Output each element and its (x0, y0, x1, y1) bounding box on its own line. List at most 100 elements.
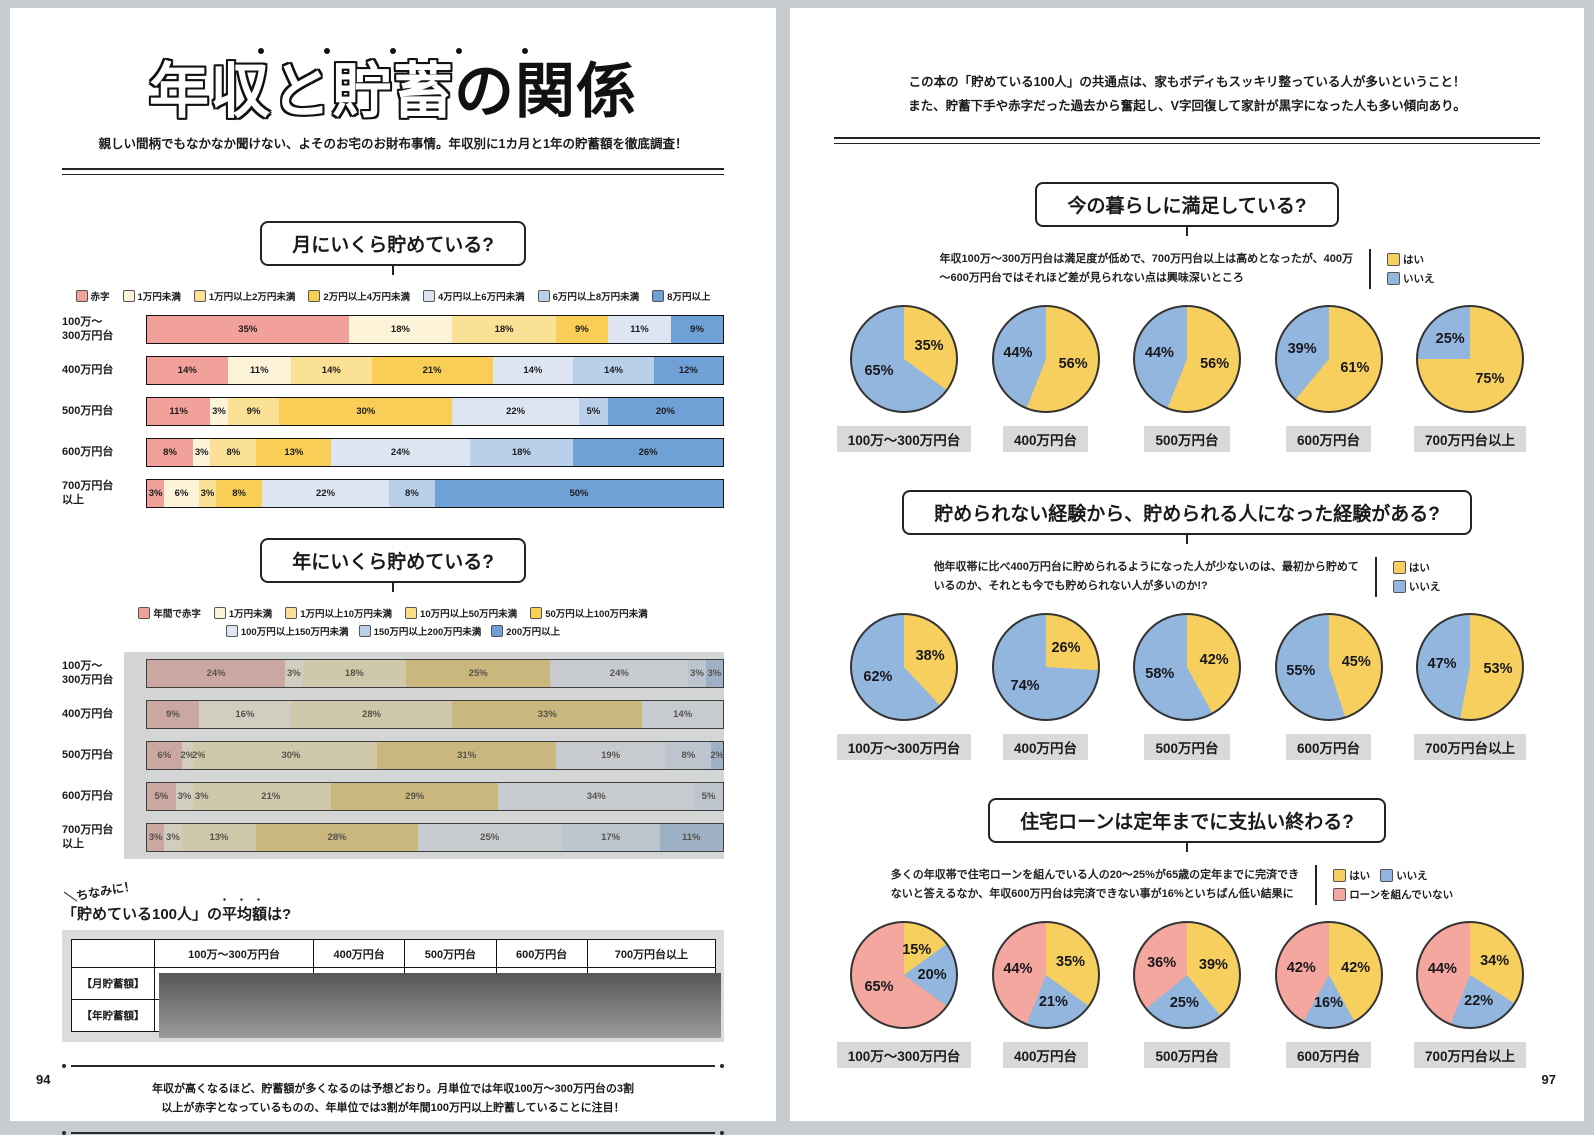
stacked-bar: 5% 3% 3% 21% 29% 34% 5% (146, 782, 724, 811)
bar-segment: 18% (452, 316, 556, 343)
bar-segment: 35% (147, 316, 349, 343)
bar-segment: 25% (406, 660, 551, 687)
pie-slice-value: 44% (1003, 345, 1033, 362)
bar-segment: 18% (469, 439, 574, 466)
pie-chart-unit: 39% 25% 36% 500万円台 (1117, 920, 1257, 1068)
pie-chart: 61% 39% (1274, 304, 1383, 413)
pie-slice-value: 55% (1286, 663, 1316, 680)
pie-category-label: 700万円台以上 (1413, 1041, 1527, 1068)
bar-row-label: 100万～ 300万円台 (62, 315, 114, 342)
bar-segment: 9% (555, 316, 608, 343)
pie-category-label: 100万～300万円台 (836, 1041, 972, 1068)
section-title: 今の暮らしに満足している? (1035, 181, 1339, 227)
legend-label: 200万円以上 (506, 627, 561, 638)
bar-row: 700万円台 以上 3% 6% 3% 8% 22% 8% 50% (62, 479, 724, 508)
bar-segment: 30% (279, 398, 453, 425)
bar-row-label: 400万円台 (62, 707, 114, 720)
legend-item: 1万円未満 (213, 606, 272, 620)
legend-swatch (1386, 271, 1400, 285)
pie-slice-value: 44% (1144, 345, 1174, 362)
legend-swatch (213, 607, 226, 619)
bar-segment: 34% (498, 783, 695, 810)
average-table-panel: 100万～300万円台 400万円台 500万円台 600万円台 700万円台以上 【月貯… (62, 930, 724, 1042)
section-header: 貯められない経験から、貯められる人になった経験がある? (834, 489, 1540, 544)
pie-chart-unit: 53% 47% 700万円台以上 (1400, 612, 1540, 760)
intro-text: この本の「貯めている100人」の共通点は、家もボディもスッキリ整っている人が多い… (908, 75, 1466, 114)
stacked-bar: 6% 2% 2% 30% 31% 19% 8% 2% (146, 741, 724, 770)
legend-item: 赤字 (75, 289, 110, 303)
bar-row: 500万円台 11% 3% 9% 30% 22% 5% 20% (62, 397, 724, 426)
pie-slice-value: 47% (1427, 656, 1457, 673)
pie-slice-value: 38% (915, 648, 945, 665)
legend-label: 100万円以上150万円未満 (240, 627, 349, 638)
bar-segment: 2% (180, 742, 194, 769)
pie-slice-value: 25% (1435, 330, 1465, 347)
legend-swatch (193, 290, 206, 302)
main-title-solid: の関係 (454, 58, 637, 125)
legend-item: 150万円以上200万円未満 (358, 624, 481, 638)
title-box-tail (1186, 226, 1188, 236)
divider-rule (834, 136, 1540, 144)
bar-segment: 2% (710, 742, 724, 769)
legend-label: 赤字 (90, 292, 110, 303)
legend-item: 100万円以上150万円未満 (225, 624, 349, 638)
pie-slice-value: 74% (1010, 677, 1040, 694)
legend-label: 4万円以上6万円未満 (438, 292, 525, 303)
bar-segment: 6% (147, 742, 182, 769)
legend-label: 10万円以上50万円未満 (420, 609, 518, 620)
title-dot (456, 48, 462, 54)
monthly-chart-header: 月にいくら貯めている? (62, 221, 724, 275)
yearly-chart-legend-row1: 年間で赤字 1万円未満 1万円以上10万円未満 10万円以上50万円未満 50万円以上1… (62, 606, 724, 620)
footnote: 年収が高くなるほど、貯蓄額が多くなるのは予想どおり。月単位では年収100万～30… (62, 1064, 724, 1135)
bar-row-label: 500万円台 (62, 748, 114, 761)
legend-swatch (423, 290, 435, 302)
bar-segment: 3% (147, 824, 165, 851)
legend-divider (1368, 248, 1371, 289)
footnote-text: 年収が高くなるほど、貯蓄額が多くなるのは予想どおり。月単位では年収100万～30… (151, 1083, 635, 1115)
legend-item: 8万円以上 (652, 289, 710, 303)
monthly-chart-bars: 100万～ 300万円台 35% 18% 18% 9% 11% 9% 400万円台 14% 11%… (62, 315, 724, 508)
pie-chart-unit: 26% 74% 400万円台 (976, 612, 1116, 760)
legend-swatch (530, 607, 543, 619)
bar-segment: 18% (348, 316, 453, 343)
title-dot (522, 48, 528, 54)
pie-section: 貯められない経験から、貯められる人になった経験がある? 他年収帯に比べ400万円台… (834, 489, 1540, 760)
pie-chart-unit: 56% 44% 400万円台 (976, 304, 1116, 452)
pie-category-label: 600万円台 (1285, 1041, 1372, 1068)
bar-row: 700万円台 以上 3% 3% 13% 28% 25% 17% 11% (62, 823, 724, 852)
table-row-header: 【月貯蓄額】 (71, 967, 155, 1000)
page-subtitle: 親しい間柄でもなかなか聞けない、よそのお宅のお財布事情。年収別に1カ月と1年の貯… (98, 137, 688, 151)
bar-segment: 14% (642, 701, 723, 728)
section-subheader: 多くの年収帯で住宅ローンを組んでいる人の20～25%が65歳の定年までに完済でき… (834, 864, 1540, 905)
pie-row: 15% 20% 65% 100万～300万円台 35% 21% 44% 400万円台 39% 25… (834, 920, 1540, 1068)
pie-slice-value: 61% (1340, 360, 1370, 377)
pie-slice-value: 65% (864, 363, 894, 380)
legend-swatch (138, 607, 151, 619)
pie-chart: 45% 55% (1274, 612, 1383, 721)
bar-segment: 28% (290, 701, 453, 728)
bar-segment: 11% (147, 398, 211, 425)
pie-slice-value: 35% (1056, 954, 1086, 970)
bar-segment: 9% (227, 398, 280, 425)
bar-row-label: 100万～ 300万円台 (62, 659, 114, 686)
pie-chart: 56% 44% (1133, 304, 1241, 413)
stacked-bar: 9% 16% 28% 33% 14% (146, 700, 724, 729)
legend-item: 1万円未満 (122, 289, 181, 303)
bar-segment: 30% (204, 742, 378, 769)
legend-swatch (1333, 868, 1347, 882)
pie-chart-unit: 61% 39% 600万円台 (1259, 304, 1399, 452)
legend-swatch (1380, 868, 1394, 882)
bar-row-label: 600万円台 (62, 789, 114, 802)
legend-item: 50万円以上100万円未満 (530, 606, 648, 620)
bar-segment: 20% (607, 398, 723, 425)
bar-segment: 50% (434, 480, 723, 507)
legend-label: はい (1349, 869, 1371, 882)
section-header: 今の暮らしに満足している? (834, 181, 1540, 236)
pie-slice-value: 56% (1058, 356, 1088, 372)
divider-rule (62, 168, 724, 175)
legend-item: 1万円以上2万円未満 (193, 289, 295, 303)
pie-chart-unit: 42% 16% 42% 600万円台 (1259, 920, 1399, 1068)
bar-segment: 8% (388, 480, 435, 507)
right-page: この本の「貯めている100人」の共通点は、家もボディもスッキリ整っている人が多い… (790, 8, 1584, 1121)
pie-category-label: 600万円台 (1285, 425, 1372, 452)
